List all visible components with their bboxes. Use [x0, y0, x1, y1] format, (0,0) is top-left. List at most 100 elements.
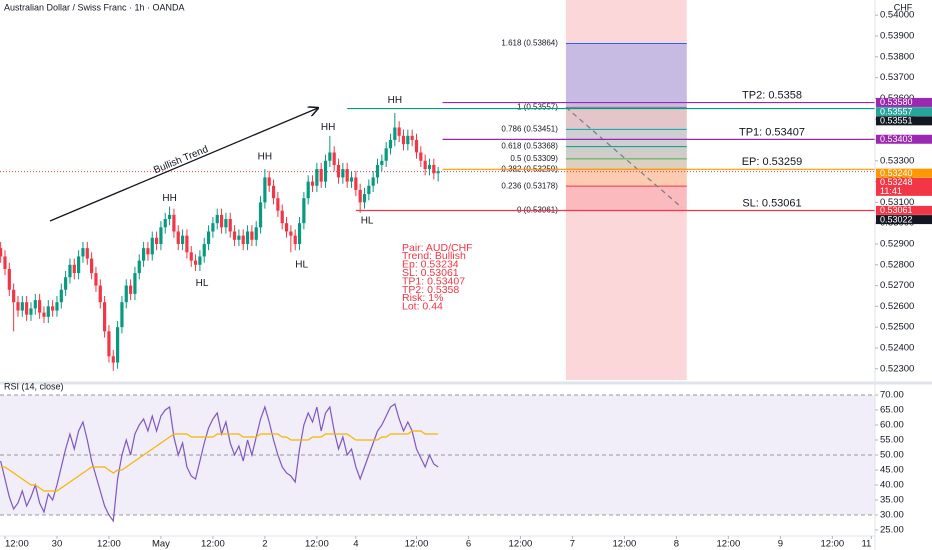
main-layer: HH HL HH HL HH HL HH [0, 95, 440, 523]
candle-body [401, 135, 406, 145]
y-tick-label: 0.53900 [880, 30, 914, 41]
price-tag-label: 0.53022 [880, 214, 913, 224]
candle-body [319, 169, 323, 182]
candle-body [98, 285, 102, 303]
candle-body [384, 148, 388, 161]
x-tick-label: 12:00 [305, 539, 329, 550]
info-line: Risk: 1% [402, 292, 443, 304]
price-tag-label: 0.53248 [880, 177, 913, 187]
candle-body [237, 235, 241, 240]
fib-label: 0.618 (0.53368) [501, 142, 558, 151]
candle-body [38, 300, 42, 313]
price-tag-label: 0.53551 [880, 116, 913, 126]
candle-body [85, 248, 89, 259]
candle-body [393, 127, 397, 140]
fib-fill [565, 146, 687, 159]
candle-body [146, 248, 150, 255]
candle-body [336, 164, 341, 178]
candle-body [345, 169, 349, 182]
candle-body [354, 177, 358, 190]
y-tick-label: 0.52900 [880, 238, 914, 249]
candle-body [120, 302, 124, 328]
candle-body [414, 139, 419, 153]
candle-body [271, 185, 276, 199]
projection-line [565, 106, 683, 208]
candle-body [219, 214, 224, 228]
candle-body [380, 160, 384, 165]
fib-label: 1.618 (0.53864) [501, 39, 558, 48]
candle-body [228, 219, 232, 232]
x-tick-label: 12:00 [613, 539, 637, 550]
price-tag [876, 205, 932, 215]
trend-arrow [49, 108, 318, 222]
fib-label: 0.236 (0.53178) [501, 181, 558, 190]
level-label: TP1: 0.53407 [739, 126, 805, 138]
info-line: TP1: 0.53407 [402, 275, 465, 287]
candle-body [358, 189, 362, 203]
candle-body [332, 152, 336, 165]
fib-label: 0.786 (0.53451) [501, 124, 558, 133]
stop-zone [565, 0, 687, 380]
candle-body [20, 302, 24, 311]
x-tick-label: May [152, 539, 170, 550]
y-tick-label: 0.52500 [880, 322, 914, 333]
candle-body [167, 214, 172, 220]
candle-body [202, 243, 206, 257]
y-tick-label: 0.54000 [880, 10, 914, 21]
x-tick-label: 12:00 [820, 539, 844, 550]
candle-body [137, 260, 141, 274]
candle-body [150, 237, 154, 255]
price-tag [876, 107, 932, 117]
y-tick-label: 0.52700 [880, 280, 914, 291]
candle-body [180, 235, 185, 244]
price-tag [876, 215, 932, 225]
candle-body [419, 152, 423, 161]
candle-body [284, 223, 289, 232]
candle-body [258, 202, 263, 228]
fib-label: 0.5 (0.53309) [510, 154, 558, 163]
candle-body [133, 273, 137, 294]
y-tick-label: 65.00 [880, 405, 904, 416]
candle-body [254, 227, 258, 240]
candle-body [77, 256, 81, 274]
countdown-label: 11:41 [880, 186, 902, 196]
rsi-line [0, 403, 439, 523]
price-tag-label: 0.53580 [880, 97, 913, 107]
x-tick-label: 4 [353, 539, 358, 550]
price-tag-label: 0.53403 [880, 134, 913, 144]
y-tick-label: 45.00 [880, 465, 904, 476]
candle-body [250, 231, 254, 240]
x-tick-label: 8 [674, 539, 679, 550]
candle-body [81, 248, 85, 257]
candle-body [349, 177, 354, 182]
background-layer: 1.618 (0.53864) 1 (0.53557) 0.786 (0.53451… [0, 0, 875, 516]
swing-label: HL [295, 259, 308, 270]
candle-body [436, 171, 440, 174]
candle-body [12, 289, 16, 303]
x-tick-label: 12:00 [509, 539, 533, 550]
level-label: EP: 0.53259 [742, 156, 803, 168]
fib-fill [565, 158, 687, 170]
candle-body [397, 127, 401, 136]
info-line: Ep: 0.53234 [402, 259, 459, 271]
y-tick-label: 55.00 [880, 435, 904, 446]
candle-body [328, 152, 332, 161]
price-tag [876, 97, 932, 107]
candle-body [193, 260, 198, 265]
x-tick-label: 12:00 [97, 539, 121, 550]
swing-label: HH [321, 122, 335, 133]
currency-label: CHF [894, 2, 913, 12]
x-tick-label: 30 [52, 539, 63, 550]
candle-body [206, 231, 211, 244]
candle-body [111, 356, 115, 363]
fib-label: 1 (0.53557) [517, 102, 558, 111]
fib-fill [565, 169, 687, 187]
info-line: TP2: 0.5358 [402, 284, 459, 296]
candle-body [410, 135, 414, 140]
candle-body [172, 214, 176, 232]
candle-body [293, 235, 297, 244]
candle-body [176, 231, 180, 244]
price-tag [876, 177, 932, 196]
x-tick-label: 6 [466, 539, 471, 550]
